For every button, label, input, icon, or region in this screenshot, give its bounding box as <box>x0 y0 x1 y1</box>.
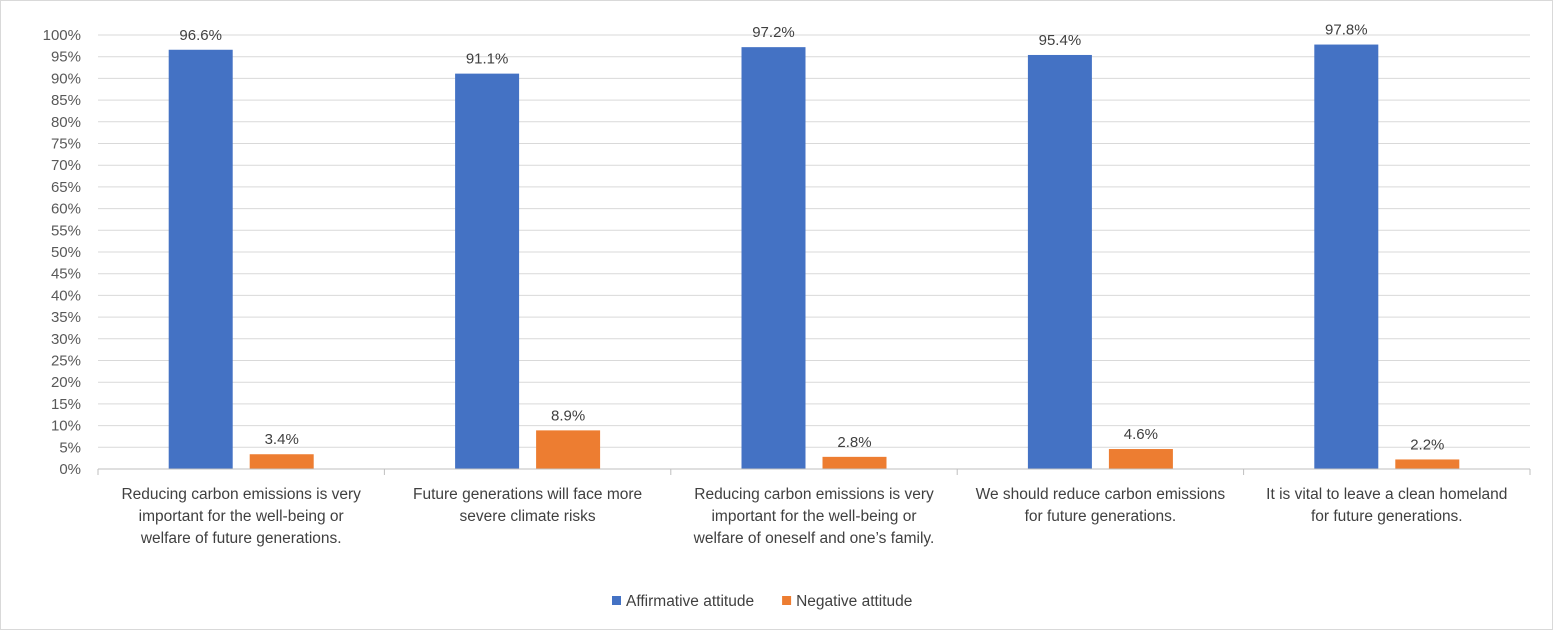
category-label-2: Future generations will face more severe … <box>413 486 642 525</box>
y-tick-label-55pct: 55% <box>51 222 81 239</box>
bar-negative-attitude-1 <box>249 454 314 469</box>
bars <box>168 44 1460 470</box>
data-label-affirmative-attitude-1: 96.6% <box>179 27 222 44</box>
data-label-negative-attitude-5: 2.2% <box>1410 436 1444 453</box>
y-tick-label-70pct: 70% <box>51 157 81 174</box>
y-tick-label-15pct: 15% <box>51 396 81 413</box>
data-label-affirmative-attitude-4: 95.4% <box>1039 32 1082 49</box>
legend: Affirmative attitude Negative attitude <box>612 593 912 610</box>
y-tick-label-35pct: 35% <box>51 309 81 326</box>
bar-negative-attitude-3 <box>822 456 887 469</box>
category-label-5: It is vital to leave a clean homeland for… <box>1266 486 1507 525</box>
bar-negative-attitude-2 <box>536 430 601 469</box>
bar-affirmative-attitude-1 <box>168 49 233 469</box>
legend-label-affirmative-attitude: Affirmative attitude <box>626 593 754 610</box>
legend-label-negative-attitude: Negative attitude <box>796 593 912 610</box>
bar-affirmative-attitude-2 <box>455 73 520 469</box>
y-tick-label-30pct: 30% <box>51 331 81 348</box>
y-tick-label-65pct: 65% <box>51 179 81 196</box>
data-label-negative-attitude-1: 3.4% <box>265 431 299 448</box>
y-tick-label-40pct: 40% <box>51 287 81 304</box>
category-label-3: Reducing carbon emissions is very importa… <box>693 486 935 547</box>
gridlines <box>98 34 1530 448</box>
category-label-4: We should reduce carbon emissions for fut… <box>976 486 1226 525</box>
data-label-affirmative-attitude-2: 91.1% <box>466 51 509 68</box>
data-labels: 96.6% 91.1% 97.2% 95.4% 97.8% 3.4% 8.9% 2.8% 4.6… <box>179 22 1444 454</box>
data-label-negative-attitude-3: 2.8% <box>837 434 871 451</box>
y-tick-label-50pct: 50% <box>51 244 81 261</box>
y-tick-label-25pct: 25% <box>51 353 81 370</box>
y-tick-label-75pct: 75% <box>51 136 81 153</box>
y-tick-label-95pct: 95% <box>51 49 81 66</box>
y-tick-label-90pct: 90% <box>51 70 81 87</box>
y-tick-label-100pct: 100% <box>43 27 81 44</box>
bar-negative-attitude-4 <box>1108 449 1173 469</box>
bar-negative-attitude-5 <box>1395 459 1460 469</box>
x-axis <box>97 468 1531 475</box>
data-label-negative-attitude-2: 8.9% <box>551 407 585 424</box>
y-tick-label-20pct: 20% <box>51 374 81 391</box>
data-label-affirmative-attitude-3: 97.2% <box>752 24 795 41</box>
bar-affirmative-attitude-3 <box>741 47 806 469</box>
legend-swatch-affirmative-attitude <box>612 596 621 605</box>
y-tick-label-0pct: 0% <box>59 461 81 478</box>
y-tick-label-5pct: 5% <box>59 439 81 456</box>
y-tick-label-45pct: 45% <box>51 266 81 283</box>
data-label-negative-attitude-4: 4.6% <box>1124 426 1158 443</box>
bar-affirmative-attitude-5 <box>1314 44 1379 469</box>
category-labels: Reducing carbon emissions is very importa… <box>121 486 1507 547</box>
y-tick-label-10pct: 10% <box>51 418 81 435</box>
legend-swatch-negative-attitude <box>782 596 792 605</box>
y-axis-ticks: 0% 5% 10% 15% 20% 25% 30% 35% 40% 45% 50% 55% 60% 65%… <box>43 27 81 478</box>
y-tick-label-80pct: 80% <box>51 114 81 131</box>
y-tick-label-85pct: 85% <box>51 92 81 109</box>
bar-affirmative-attitude-4 <box>1027 54 1092 470</box>
category-label-1: Reducing carbon emissions is very importa… <box>121 486 361 547</box>
y-tick-label-60pct: 60% <box>51 201 81 218</box>
data-label-affirmative-attitude-5: 97.8% <box>1325 22 1368 39</box>
